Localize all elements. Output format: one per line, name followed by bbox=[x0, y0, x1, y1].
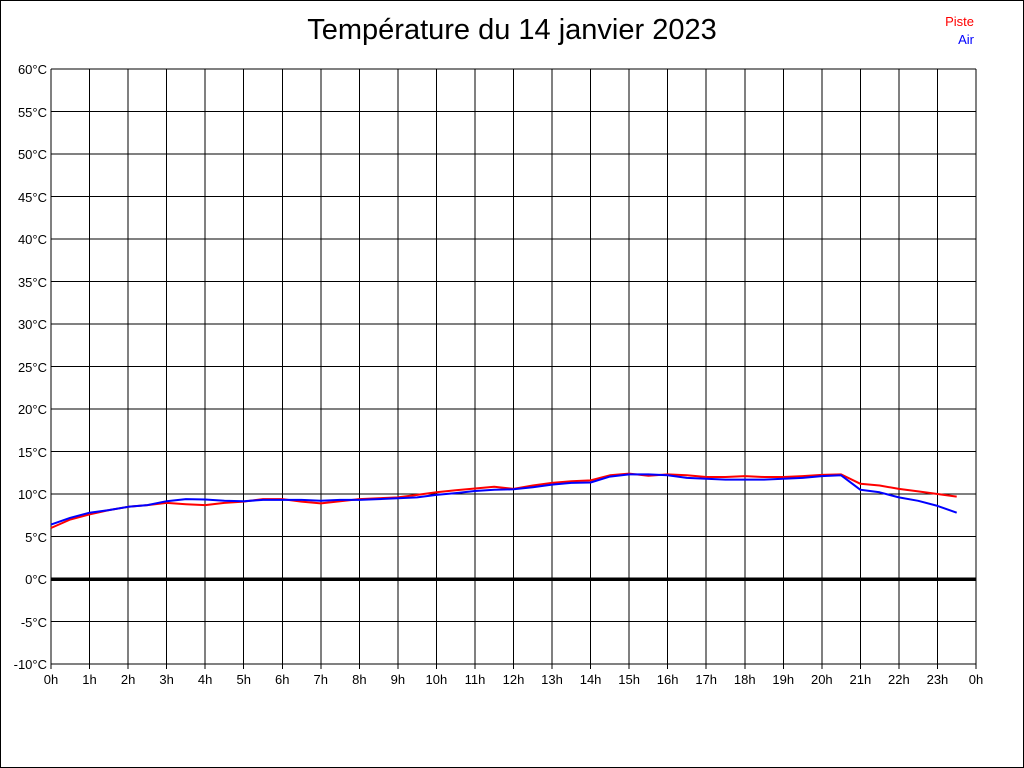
y-axis-label: -5°C bbox=[20, 614, 47, 630]
x-axis-label: 13h bbox=[541, 672, 563, 687]
x-axis-label: 19h bbox=[772, 672, 795, 687]
x-axis-label: 17h bbox=[695, 672, 718, 687]
x-axis-label: 4h bbox=[197, 672, 213, 687]
x-axis-label: 1h bbox=[82, 672, 97, 687]
x-axis-label: 5h bbox=[236, 672, 251, 687]
air-line bbox=[50, 473, 958, 526]
x-axis-label: 9h bbox=[390, 672, 406, 687]
y-axis-label: 35°C bbox=[17, 274, 47, 290]
x-tick-marks bbox=[50, 664, 977, 669]
piste-line bbox=[50, 472, 957, 529]
grid-lines bbox=[50, 68, 977, 665]
x-axis-label: 16h bbox=[656, 672, 679, 687]
legend: Piste Air bbox=[945, 13, 974, 49]
y-axis-label: 60°C bbox=[17, 62, 47, 77]
x-axis-label: 15h bbox=[618, 672, 640, 687]
x-axis-label: 3h bbox=[159, 672, 174, 687]
y-axis-label: 0°C bbox=[25, 572, 47, 587]
x-axis-label: 18h bbox=[733, 672, 756, 687]
legend-item-piste: Piste bbox=[945, 14, 974, 29]
y-axis-label: 15°C bbox=[17, 444, 47, 460]
y-axis-label: 30°C bbox=[17, 317, 47, 332]
x-axis-label: 7h bbox=[313, 672, 329, 687]
y-axis-label: 55°C bbox=[17, 104, 47, 120]
x-axis-label: 0h bbox=[43, 672, 59, 687]
x-axis-label: 0h bbox=[968, 672, 984, 687]
y-axis-label: 50°C bbox=[17, 147, 47, 162]
y-axis-label: 45°C bbox=[17, 189, 47, 205]
y-axis-label: 40°C bbox=[17, 232, 47, 247]
x-axis-label: 8h bbox=[352, 672, 367, 687]
x-axis-label: 20h bbox=[810, 672, 833, 687]
x-axis-label: 2h bbox=[120, 672, 136, 687]
y-axis-label: 20°C bbox=[17, 402, 47, 417]
x-axis-label: 11h bbox=[464, 672, 486, 687]
y-axis-label: -10°C bbox=[13, 657, 47, 672]
x-axis-label: 10h bbox=[425, 672, 448, 687]
x-axis-label: 14h bbox=[579, 672, 602, 687]
x-axis-label: 6h bbox=[275, 672, 290, 687]
legend-item-air: Air bbox=[958, 32, 974, 47]
x-axis-label: 22h bbox=[888, 672, 910, 687]
y-axis-label: 5°C bbox=[25, 529, 47, 545]
x-axis-label: 23h bbox=[926, 672, 949, 687]
x-axis-label: 21h bbox=[849, 672, 872, 687]
y-axis-label: 25°C bbox=[17, 359, 47, 375]
x-axis-label: 12h bbox=[502, 672, 525, 687]
chart-title: Température du 14 janvier 2023 bbox=[307, 14, 717, 46]
y-axis-label: 10°C bbox=[17, 487, 47, 502]
